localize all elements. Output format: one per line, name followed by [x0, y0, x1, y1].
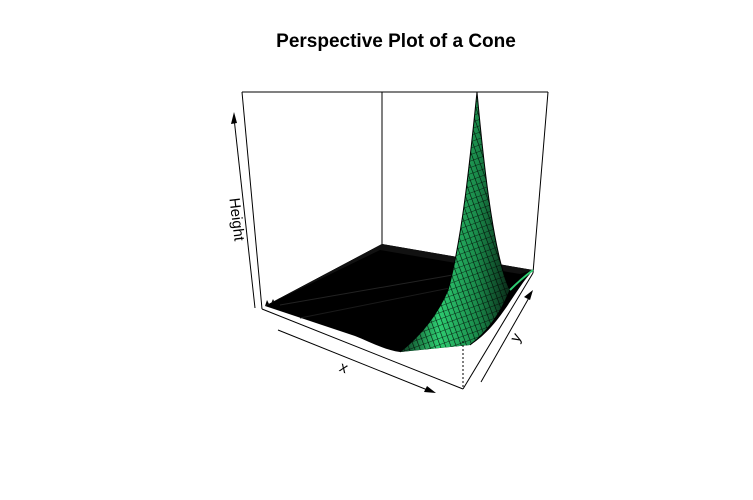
y-axis-label: y	[507, 330, 526, 345]
surface-cone	[399, 91, 534, 353]
z-axis-label: Height	[225, 197, 247, 243]
bounding-box	[241, 91, 549, 310]
z-axis: Height	[225, 112, 256, 309]
front-edges	[261, 272, 534, 390]
x-axis-label: x	[337, 359, 351, 378]
chart-title: Perspective Plot of a Cone	[276, 31, 516, 52]
